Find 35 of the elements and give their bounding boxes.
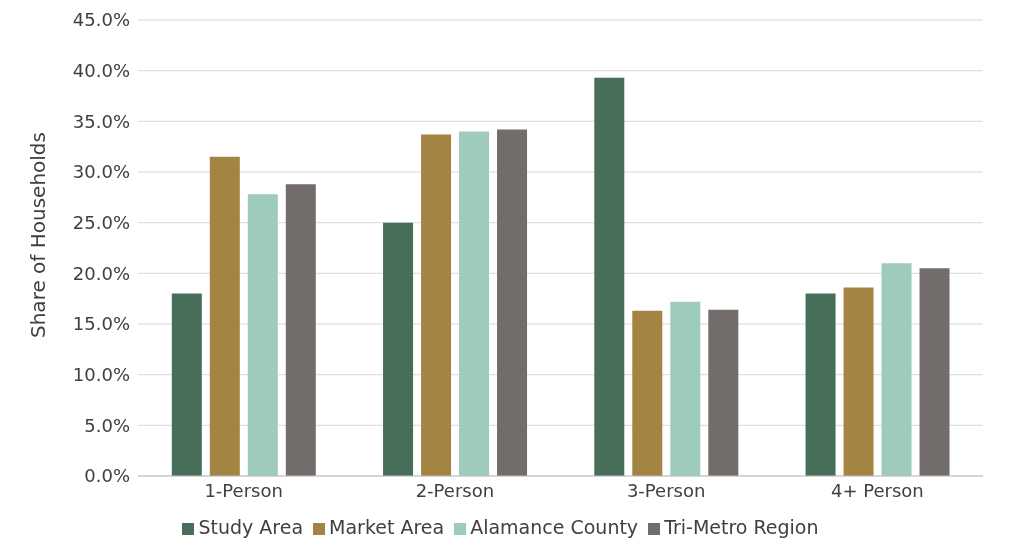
bar bbox=[594, 77, 625, 476]
y-tick-label: 15.0% bbox=[72, 313, 130, 335]
x-tick-label: 1-Person bbox=[204, 479, 283, 501]
y-tick-label: 25.0% bbox=[72, 212, 130, 234]
bar bbox=[383, 222, 414, 476]
y-tick-label: 20.0% bbox=[72, 262, 130, 284]
bar bbox=[459, 131, 490, 476]
y-tick-label: 0.0% bbox=[84, 465, 130, 487]
y-tick-label: 40.0% bbox=[72, 60, 130, 82]
x-tick-label: 4+ Person bbox=[831, 479, 924, 501]
bar bbox=[285, 184, 316, 476]
bar bbox=[247, 194, 278, 476]
bar bbox=[843, 287, 874, 476]
legend-label: Market Area bbox=[329, 516, 445, 538]
bar bbox=[881, 263, 912, 476]
x-tick-label: 3-Person bbox=[626, 479, 706, 501]
y-tick-label: 45.0% bbox=[72, 9, 130, 31]
y-axis-title: Share of Households bbox=[26, 132, 51, 338]
bar bbox=[209, 156, 240, 476]
bar bbox=[632, 310, 663, 476]
y-tick-label: 35.0% bbox=[72, 110, 130, 132]
y-tick-label: 10.0% bbox=[72, 364, 130, 386]
legend-label: Study Area bbox=[198, 516, 304, 538]
bar bbox=[805, 293, 836, 476]
bar bbox=[919, 268, 950, 476]
bar bbox=[421, 134, 452, 476]
bar bbox=[708, 309, 739, 476]
y-tick-label: 30.0% bbox=[72, 161, 130, 183]
bar bbox=[171, 293, 202, 476]
legend-label: Tri-Metro Region bbox=[664, 516, 819, 538]
bar bbox=[497, 129, 528, 476]
bar bbox=[670, 301, 701, 476]
x-tick-label: 2-Person bbox=[415, 479, 495, 501]
legend-label: Alamance County bbox=[470, 516, 639, 538]
y-tick-label: 5.0% bbox=[84, 414, 130, 436]
